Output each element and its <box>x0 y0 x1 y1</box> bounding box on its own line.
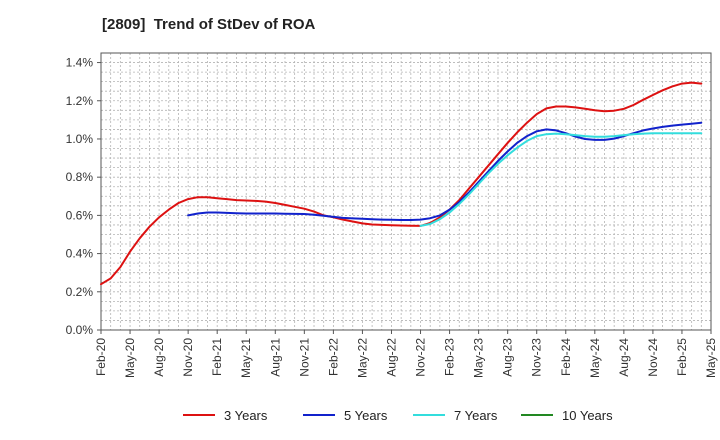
x-tick-label: May-25 <box>704 338 718 378</box>
x-tick-label: Aug-24 <box>617 338 631 377</box>
series-line-5-years <box>187 121 703 221</box>
y-tick-label: 1.0% <box>66 132 94 146</box>
y-tick-label: 0.6% <box>66 208 94 222</box>
y-tick-label: 1.2% <box>66 94 94 108</box>
legend-label-5-years: 5 Years <box>344 408 388 423</box>
x-tick-label: May-20 <box>123 338 137 378</box>
x-tick-label: Nov-24 <box>646 338 660 377</box>
x-tick-label: May-22 <box>355 338 369 378</box>
y-tick-label: 1.4% <box>66 56 94 70</box>
x-tick-label: Nov-21 <box>297 338 311 377</box>
plot-frame <box>100 52 712 331</box>
x-tick-label: Feb-24 <box>559 338 573 376</box>
x-tick-label: Nov-22 <box>414 338 428 377</box>
x-tick-label: Feb-20 <box>94 338 108 376</box>
x-tick-label: May-21 <box>239 338 253 378</box>
series-line-7-years <box>419 132 703 227</box>
x-tick-label: Feb-22 <box>326 338 340 376</box>
x-tick-label: Nov-20 <box>181 338 195 377</box>
y-tick-label: 0.2% <box>66 285 94 299</box>
x-tick-label: May-23 <box>472 338 486 378</box>
x-tick-label: Feb-23 <box>443 338 457 376</box>
x-tick-label: Aug-22 <box>384 338 398 377</box>
chart-title: [2809] Trend of StDev of ROA <box>102 16 316 33</box>
y-tick-label: 0.4% <box>66 247 94 261</box>
x-tick-label: Nov-23 <box>530 338 544 377</box>
series-line-3-years <box>100 81 703 286</box>
legend-label-3-years: 3 Years <box>224 408 268 423</box>
x-tick-label: Aug-21 <box>268 338 282 377</box>
x-tick-label: May-24 <box>588 338 602 378</box>
y-tick-label: 0.8% <box>66 170 94 184</box>
legend-label-7-years: 7 Years <box>454 408 498 423</box>
x-tick-label: Feb-25 <box>675 338 689 376</box>
x-tick-label: Feb-21 <box>210 338 224 376</box>
x-tick-label: Aug-23 <box>501 338 515 377</box>
x-tick-label: Aug-20 <box>152 338 166 377</box>
legend-label-10-years: 10 Years <box>562 408 613 423</box>
y-tick-label: 0.0% <box>66 323 94 337</box>
